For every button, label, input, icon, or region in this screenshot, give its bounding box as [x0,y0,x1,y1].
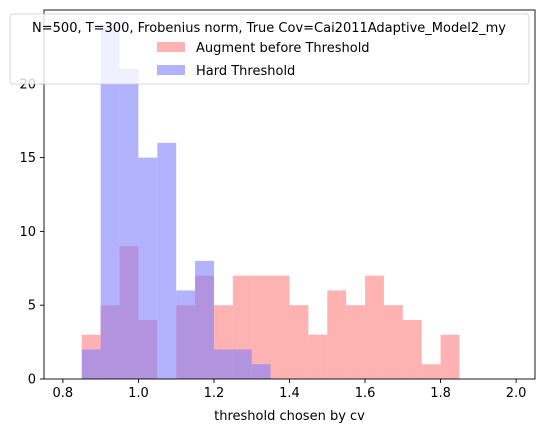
x-tick-label: 0.8 [53,386,74,401]
legend-label-2: Hard Threshold [196,64,295,79]
legend-swatch-1 [157,42,185,52]
bar-series1-bin-17 [402,319,422,379]
bar-series2-bin-2 [100,24,120,379]
bar-series1-bin-12 [308,334,328,379]
x-tick-label: 2.0 [506,386,527,401]
bar-series2-bin-5 [157,142,177,379]
bar-series2-bin-10 [251,364,271,379]
x-tick-label: 1.0 [128,386,149,401]
bar-series2-bin-3 [119,69,139,379]
legend-swatch-2 [157,65,185,75]
bar-series1-bin-14 [346,305,366,379]
bar-series2-bin-7 [195,260,214,379]
bar-series1-bin-16 [383,305,403,379]
bar-series2-bin-9 [232,349,252,379]
legend-box [9,13,530,85]
legend-label-1: Augment before Threshold [196,41,370,56]
y-tick-label: 15 [19,151,36,166]
bar-series1-bin-18 [421,364,441,379]
bar-series2-bin-4 [138,157,158,379]
x-tick-label: 1.8 [430,386,451,401]
bars-layer [81,24,460,379]
bar-series1-bin-19 [440,334,460,379]
bar-series1-bin-15 [365,275,384,379]
bar-series2-bin-6 [176,290,196,379]
y-tick-label: 0 [28,373,36,388]
x-axis-label: threshold chosen by cv [214,409,365,424]
x-tick-label: 1.4 [279,386,300,401]
bar-series2-bin-1 [81,349,101,379]
legend-title: N=500, T=300, Frobenius norm, True Cov=C… [32,21,506,36]
y-tick-label: 5 [28,299,36,314]
bar-series2-bin-8 [213,349,233,379]
legend: N=500, T=300, Frobenius norm, True Cov=C… [9,13,530,85]
x-tick-label: 1.6 [355,386,376,401]
x-axis: 0.8 1.0 1.2 1.4 1.6 1.8 2.0 [53,379,527,401]
bar-series1-bin-13 [327,290,347,379]
bar-series1-bin-10 [270,275,290,379]
y-tick-label: 10 [19,225,36,240]
bar-series1-bin-9 [251,275,271,379]
x-tick-label: 1.2 [204,386,225,401]
bar-series1-bin-11 [289,305,309,379]
